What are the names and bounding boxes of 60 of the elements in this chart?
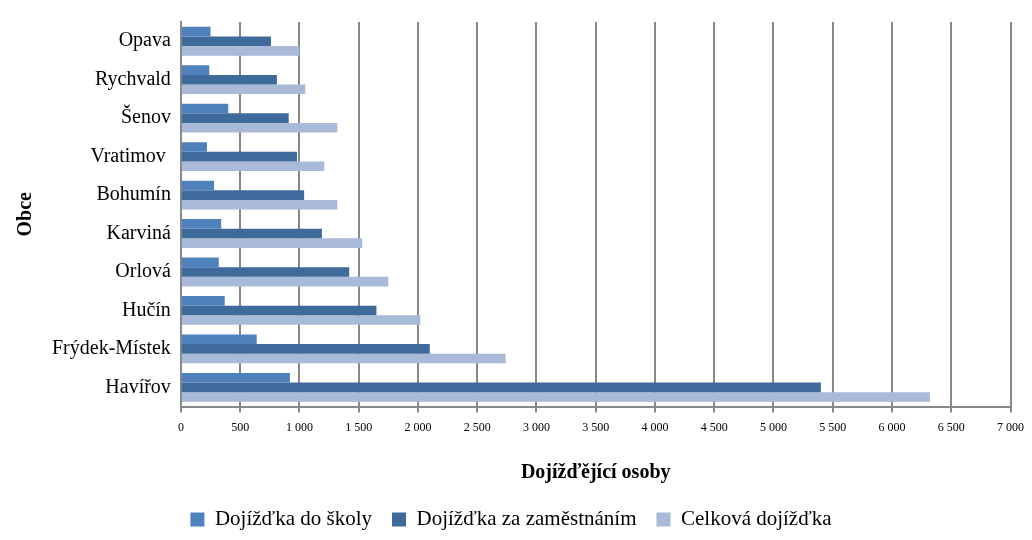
bar: [181, 161, 325, 172]
bar: [181, 199, 338, 210]
bar: [181, 334, 257, 345]
x-tick-label: 4 500: [700, 419, 728, 434]
bar: [181, 392, 930, 402]
y-tick-label: Opava: [118, 28, 171, 52]
bar: [181, 344, 430, 354]
bar: [181, 267, 350, 277]
bar: [181, 65, 210, 75]
bar: [181, 257, 219, 268]
y-axis-title: Obce: [13, 191, 36, 237]
bar: [181, 315, 421, 325]
bar: [181, 372, 290, 383]
bar: [181, 36, 271, 47]
bar: [181, 26, 211, 37]
bar: [181, 305, 377, 316]
x-tick-label: 6 500: [937, 419, 965, 434]
bar: [181, 219, 222, 229]
y-tick-label: Rychvald: [95, 66, 171, 90]
y-tick-label: Orlová: [115, 259, 171, 282]
y-tick-label: Šenov: [120, 104, 171, 128]
legend-label: Dojížďka do školy: [214, 506, 373, 531]
x-tick-label: 2 000: [404, 419, 432, 434]
bar: [181, 353, 506, 364]
x-tick-label: 0: [177, 419, 184, 434]
bar: [181, 276, 389, 287]
x-tick-label: 5 000: [759, 419, 787, 434]
bar: [181, 151, 298, 162]
bar: [181, 382, 821, 393]
x-axis-title: Dojížďějící osoby: [520, 460, 671, 484]
bar: [181, 113, 289, 123]
y-tick-label: Havířov: [105, 374, 171, 397]
bar: [181, 238, 363, 248]
y-tick-label: Vratimov: [90, 143, 171, 166]
bar: [181, 103, 229, 114]
y-tick-label: Hučín: [121, 297, 171, 320]
bar: [181, 46, 300, 56]
x-tick-label: 3 000: [522, 419, 550, 434]
bar: [181, 180, 215, 191]
bar: [181, 228, 322, 239]
x-tick-label: 7 000: [997, 419, 1024, 434]
legend-label: Dojížďka za zaměstnáním: [416, 506, 637, 531]
bar: [181, 84, 306, 95]
x-tick-label: 5 500: [819, 419, 847, 434]
bar: [181, 190, 305, 200]
y-tick-label: Karviná: [106, 220, 171, 243]
bar: [181, 74, 277, 85]
x-tick-label: 500: [231, 419, 250, 434]
x-tick-label: 1 500: [345, 419, 373, 434]
x-tick-label: 6 000: [878, 419, 906, 434]
x-tick-label: 4 000: [641, 419, 669, 434]
x-tick-label: 2 500: [463, 419, 491, 434]
y-tick-label: Frýdek-Místek: [51, 336, 171, 360]
bar: [181, 296, 225, 306]
bar: [181, 142, 207, 152]
x-tick-label: 3 500: [582, 419, 610, 434]
x-tick-label: 1 000: [285, 419, 313, 434]
y-tick-label: Bohumín: [96, 182, 171, 205]
bar: [181, 122, 338, 133]
legend-label: Celková dojížďka: [680, 506, 833, 531]
